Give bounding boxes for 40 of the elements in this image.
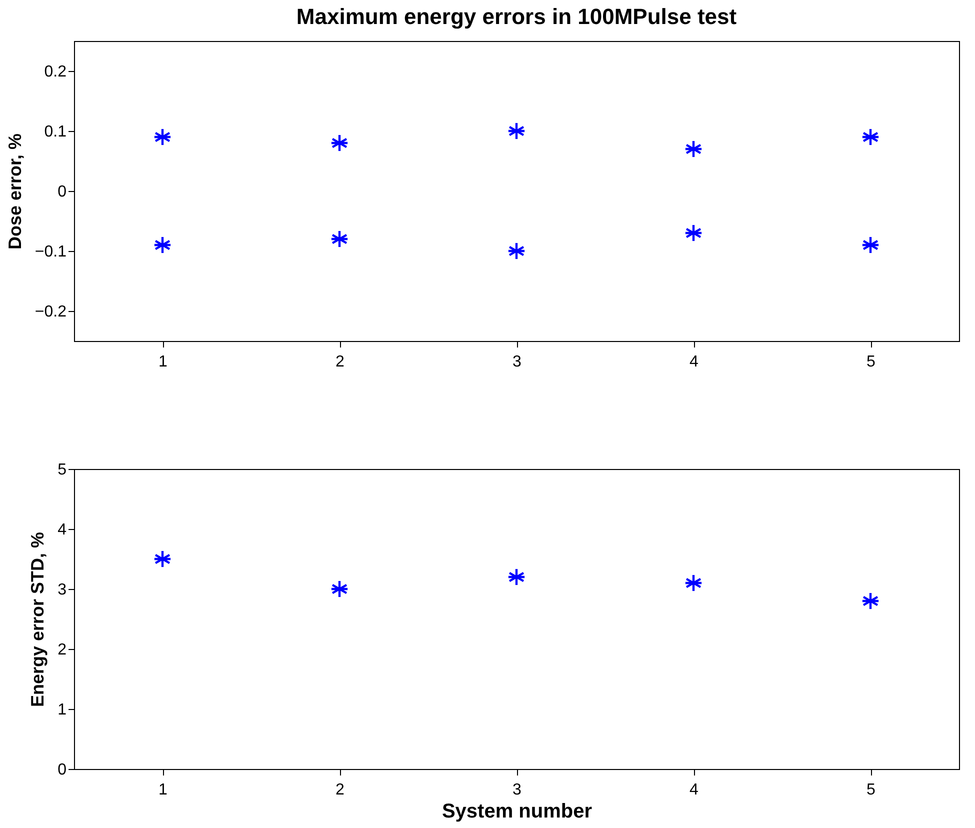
point — [330, 134, 349, 152]
point — [330, 230, 349, 248]
point — [861, 128, 880, 146]
x-tick-label: 2 — [336, 782, 345, 798]
point — [861, 592, 880, 610]
y-axis-title: Energy error STD, % — [28, 532, 48, 708]
y-tick-label: −0.1 — [34, 244, 67, 260]
point — [684, 224, 703, 242]
point — [507, 122, 526, 140]
y-tick-label: 0 — [58, 184, 67, 200]
x-tick-label: 2 — [336, 354, 345, 370]
x-tick-label: 5 — [866, 354, 876, 370]
x-tick-label: 3 — [512, 354, 522, 370]
point — [507, 568, 526, 586]
y-axis-title: Dose error, % — [4, 133, 25, 250]
point — [153, 550, 172, 568]
y-tick-label: 5 — [58, 462, 67, 478]
y-tick-label: 1 — [58, 702, 67, 718]
x-tick-label: 1 — [158, 782, 168, 798]
point — [330, 580, 349, 598]
y-tick-label: 3 — [58, 582, 67, 598]
y-tick-label: 2 — [58, 642, 67, 658]
y-tick-label: 0 — [58, 762, 67, 778]
point — [153, 236, 172, 254]
x-tick-label: 5 — [866, 782, 876, 798]
point — [684, 140, 703, 158]
x-tick-label: 4 — [690, 782, 699, 798]
point — [507, 242, 526, 260]
x-tick-label: 1 — [158, 354, 168, 370]
point — [861, 236, 880, 254]
x-tick-label: 4 — [690, 354, 699, 370]
x-tick-label: 3 — [512, 782, 522, 798]
point — [684, 574, 703, 592]
x-axis-title: System number — [442, 800, 592, 822]
y-tick-label: 0.1 — [44, 124, 67, 140]
point — [153, 128, 172, 146]
y-tick-label: 4 — [58, 522, 67, 538]
y-tick-label: −0.2 — [34, 304, 67, 320]
y-tick-label: 0.2 — [44, 64, 67, 80]
chart-title: Maximum energy errors in 100MPulse test — [296, 4, 738, 29]
